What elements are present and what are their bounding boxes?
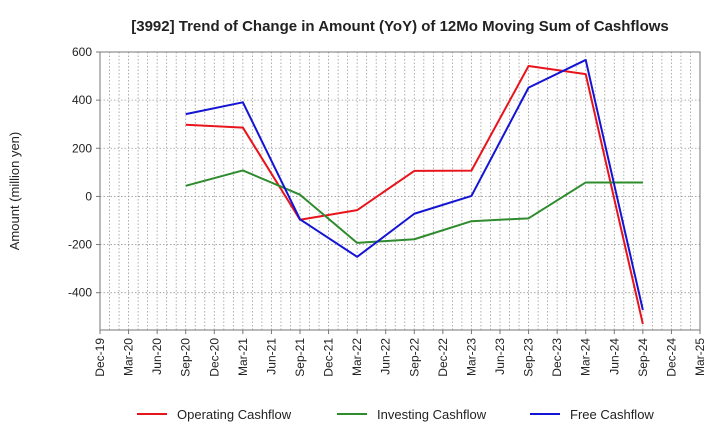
x-tick-label: Jun-21 [264, 338, 278, 375]
y-tick-label: -400 [68, 286, 92, 300]
plot-area-frame [99, 51, 701, 331]
y-axis-label: Amount (million yen) [7, 132, 22, 251]
y-tick-label: 200 [72, 141, 92, 155]
y-tick-label: 600 [72, 45, 92, 59]
x-tick-label: Dec-19 [93, 338, 107, 377]
x-tick-label: Jun-22 [379, 338, 393, 375]
chart-title: [3992] Trend of Change in Amount (YoY) o… [131, 18, 669, 35]
x-tick-label: Jun-24 [607, 338, 621, 375]
investing-cashflow-legend-label: Investing Cashflow [377, 407, 487, 422]
x-tick-label: Sep-23 [522, 338, 536, 377]
x-tick-label: Sep-22 [407, 338, 421, 377]
x-tick-label: Jun-23 [493, 338, 507, 375]
x-tick-label: Sep-20 [179, 338, 193, 377]
investing-cashflow-line [185, 169, 643, 244]
x-tick-label: Mar-23 [464, 338, 478, 376]
x-tick-label: Jun-20 [150, 338, 164, 375]
x-tick-label: Dec-23 [550, 338, 564, 377]
operating-cashflow-legend-label: Operating Cashflow [177, 407, 292, 422]
chart-legend: Operating Cashflow Investing Cashflow Free… [137, 407, 654, 422]
series-lines [185, 58, 644, 325]
x-tick-label: Mar-25 [693, 338, 707, 376]
x-tick-label: Dec-24 [664, 338, 678, 377]
free-cashflow-line [185, 58, 644, 311]
y-axis-ticks: 600 400 200 0 -200 -400 [68, 45, 100, 300]
y-tick-label: 400 [72, 93, 92, 107]
x-axis-ticks: Dec-19 Mar-20 Jun-20 Sep-20 Dec-20 Mar-21 Jun-… [93, 330, 707, 377]
x-tick-label: Sep-24 [636, 338, 650, 377]
operating-cashflow-line [185, 64, 644, 325]
x-tick-label: Dec-20 [207, 338, 221, 377]
x-tick-label: Mar-24 [579, 338, 593, 376]
x-tick-label: Dec-22 [436, 338, 450, 377]
x-tick-label: Mar-21 [236, 338, 250, 376]
y-tick-label: -200 [68, 238, 92, 252]
x-tick-label: Mar-20 [122, 338, 136, 376]
free-cashflow-legend-label: Free Cashflow [570, 407, 654, 422]
grid-lines [99, 51, 701, 330]
y-tick-label: 0 [85, 189, 92, 203]
x-tick-label: Mar-22 [350, 338, 364, 376]
x-tick-label: Dec-21 [322, 338, 336, 377]
x-tick-label: Sep-21 [293, 338, 307, 377]
